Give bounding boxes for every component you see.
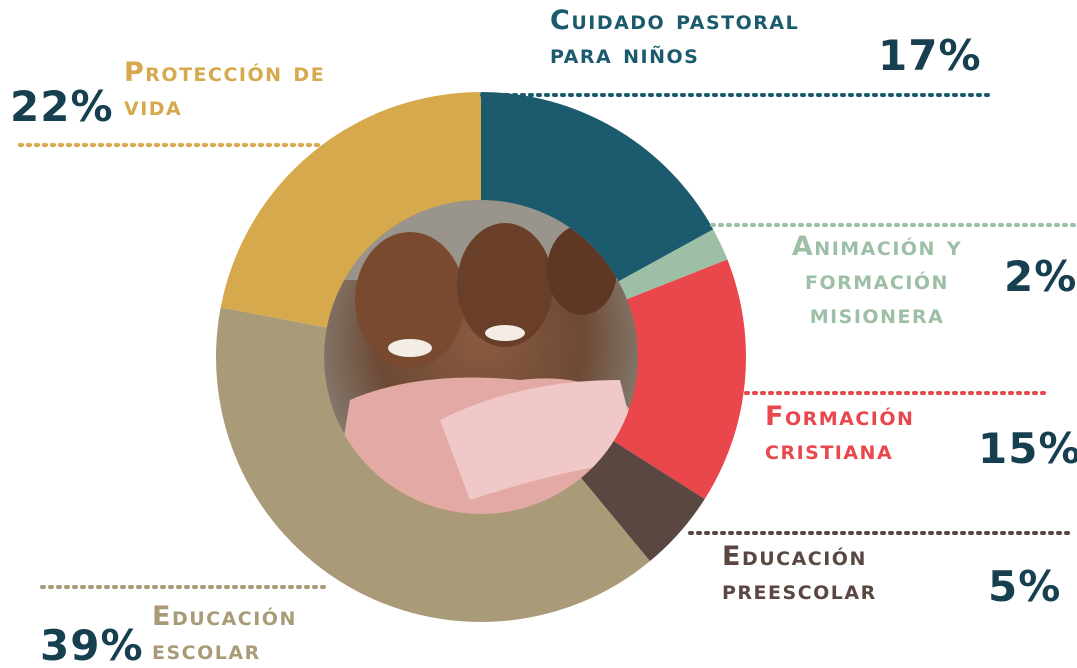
- value-label: 17%: [878, 34, 982, 78]
- category-label: Protección de vida: [124, 56, 344, 124]
- category-label: Cuidado pastoral para niños: [550, 4, 870, 72]
- photo-smile: [485, 325, 525, 341]
- value-label: 15%: [978, 427, 1077, 471]
- photo-smile: [388, 339, 432, 357]
- category-label: Animación y formación misionera: [752, 230, 1002, 332]
- category-label: Formación cristiana: [765, 400, 985, 468]
- category-label: Educación escolar: [152, 600, 352, 668]
- value-label: 5%: [988, 565, 1061, 609]
- value-label: 2%: [1004, 255, 1077, 299]
- category-label: Educación preescolar: [722, 540, 952, 608]
- value-label: 22%: [10, 85, 114, 129]
- value-label: 39%: [40, 624, 144, 668]
- infographic: Cuidado pastoral para niños17% Animación …: [0, 0, 1077, 668]
